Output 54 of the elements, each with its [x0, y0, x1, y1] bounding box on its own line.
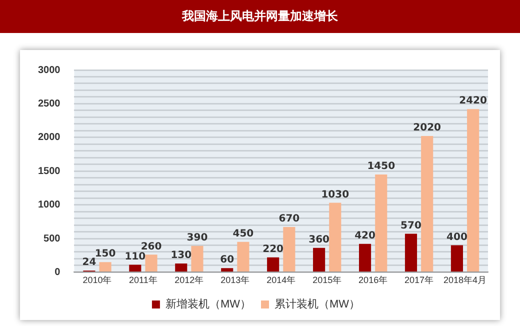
data-label: 24 — [82, 257, 96, 268]
bar — [283, 227, 296, 272]
data-label: 400 — [446, 232, 468, 243]
data-label: 2420 — [459, 96, 488, 107]
y-tick-label: 2500 — [38, 98, 61, 110]
data-label: 360 — [308, 234, 330, 246]
legend-label: 新增装机（MW） — [165, 298, 251, 311]
bar — [221, 268, 234, 272]
y-tick-label: 0 — [54, 266, 61, 278]
data-label: 670 — [278, 214, 300, 225]
x-tick-label: 2012年 — [174, 275, 204, 286]
x-tick-label: 2011年 — [129, 275, 158, 286]
y-tick-label: 1000 — [38, 200, 61, 211]
data-label: 390 — [186, 232, 208, 244]
chart-title: 我国海上风电并网量加速增长 — [0, 0, 520, 33]
data-label: 150 — [94, 248, 116, 260]
bar — [358, 244, 372, 272]
x-tick-label: 2016年 — [358, 275, 388, 286]
x-tick-label: 2017年 — [404, 275, 434, 286]
bar — [404, 234, 418, 272]
bar — [175, 263, 188, 272]
y-tick-label: 1500 — [38, 166, 61, 177]
data-label: 570 — [400, 220, 422, 232]
bar — [267, 257, 280, 272]
bar — [329, 202, 342, 272]
bar — [191, 246, 204, 272]
data-label: 450 — [232, 228, 254, 240]
x-tick-label: 2018年4月 — [444, 275, 487, 286]
data-label: 1450 — [367, 161, 396, 172]
data-label: 2020 — [413, 122, 442, 134]
data-label: 420 — [354, 230, 376, 242]
bar — [421, 136, 434, 272]
bar — [145, 254, 158, 272]
data-label: 220 — [262, 244, 284, 255]
legend-label: 累计装机（MW） — [274, 298, 360, 311]
bar — [237, 242, 250, 272]
x-tick-label: 2015年 — [312, 275, 342, 286]
bar — [467, 109, 480, 272]
y-tick-label: 500 — [44, 233, 61, 244]
bar — [99, 262, 112, 272]
data-label: 60 — [220, 254, 234, 266]
x-tick-label: 2013年 — [220, 275, 250, 286]
bar — [313, 248, 326, 272]
data-label: 130 — [170, 250, 192, 262]
y-tick-label: 2000 — [38, 132, 61, 144]
x-tick-label: 2014年 — [266, 275, 296, 286]
x-tick-label: 2010年 — [82, 275, 112, 286]
data-label: 110 — [124, 251, 146, 262]
bar — [375, 174, 388, 272]
y-tick-label: 3000 — [38, 64, 61, 76]
data-label: 260 — [140, 241, 162, 252]
bar — [129, 264, 142, 272]
data-label: 1030 — [321, 189, 350, 200]
bar — [450, 245, 464, 272]
